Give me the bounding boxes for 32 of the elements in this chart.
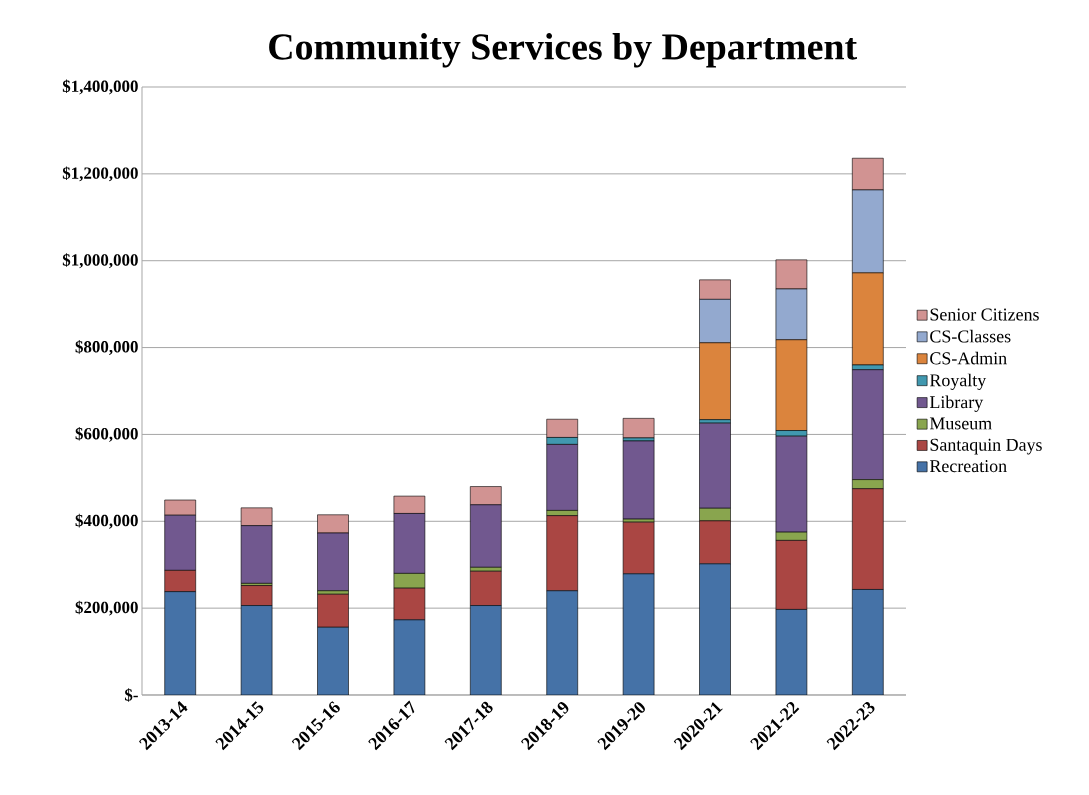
bar xyxy=(775,609,808,695)
legend-label: Recreation xyxy=(929,460,1007,473)
bar xyxy=(240,585,273,606)
y-tick-label: $1,200,000 xyxy=(62,166,138,182)
bar xyxy=(470,570,502,606)
bar xyxy=(699,563,731,695)
chart-title: Community Services by Department xyxy=(269,33,857,68)
y-tick-label: $400,000 xyxy=(75,513,138,529)
bar xyxy=(393,619,426,695)
legend-label: Museum xyxy=(929,417,992,430)
legend-label: Library xyxy=(929,395,984,412)
y-tick-label: $1,400,000 xyxy=(62,79,138,95)
bar xyxy=(164,591,196,695)
legend-label: Santaquin Days xyxy=(930,438,1042,455)
bar xyxy=(622,573,655,695)
y-tick-label: $- xyxy=(124,688,138,702)
y-tick-label: $200,000 xyxy=(75,600,138,616)
bar xyxy=(317,626,349,695)
bar xyxy=(317,593,349,628)
y-tick-label: $800,000 xyxy=(75,340,138,356)
bar xyxy=(622,418,655,439)
legend-label: Senior Citizens xyxy=(930,308,1039,321)
bar xyxy=(470,605,502,695)
y-tick-label: $600,000 xyxy=(75,426,138,442)
y-tick-label: $1,000,000 xyxy=(62,253,138,269)
bar xyxy=(240,605,273,695)
legend-label: CS-Classes xyxy=(930,329,1011,343)
legend-label: CS-Admin xyxy=(930,351,1007,365)
bar xyxy=(852,589,884,695)
legend-label: Royalty xyxy=(929,373,987,391)
bar xyxy=(622,440,655,520)
bar xyxy=(546,590,578,695)
